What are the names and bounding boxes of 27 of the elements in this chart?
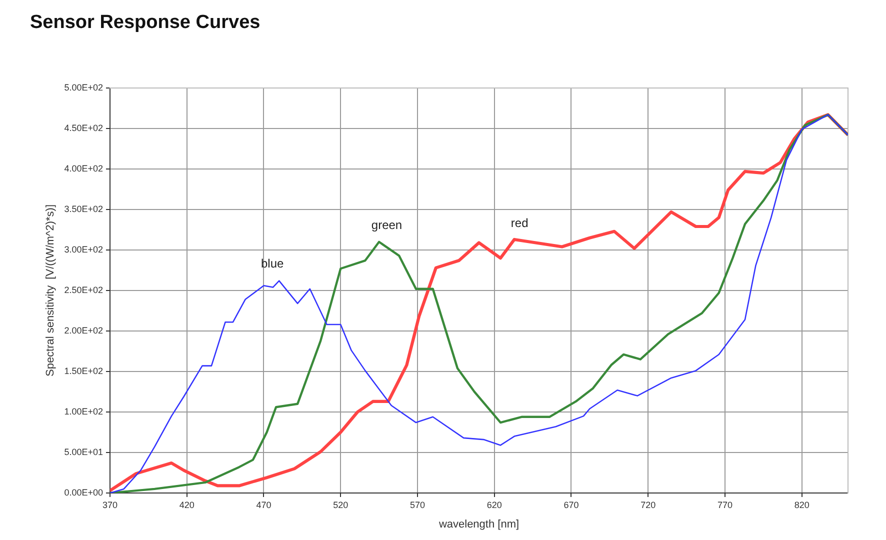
chart-title: Sensor Response Curves xyxy=(30,12,260,34)
x-tick-label: 470 xyxy=(256,500,272,510)
y-tick-label: 2.50E+02 xyxy=(64,284,103,295)
y-tick-label: 2.00E+02 xyxy=(64,325,103,336)
y-tick-label: 4.00E+02 xyxy=(64,163,103,174)
x-tick-label: 570 xyxy=(410,500,426,510)
x-tick-label: 820 xyxy=(794,500,810,510)
series-label: red xyxy=(510,216,528,230)
x-tick-label: 770 xyxy=(717,500,733,510)
y-tick-label: 3.50E+02 xyxy=(64,204,103,214)
y-axis-title: Spectral sensitivity [V/((W/m^2)*s)] xyxy=(44,204,57,377)
x-tick-label: 620 xyxy=(486,500,502,510)
x-tick-label: 670 xyxy=(564,500,579,510)
x-tick-label: 370 xyxy=(102,500,118,510)
y-tick-label: 1.00E+02 xyxy=(64,406,103,416)
series-label: blue xyxy=(261,256,284,271)
x-tick-label: 520 xyxy=(333,500,348,510)
y-tick-label: 1.50E+02 xyxy=(64,366,103,376)
y-tick-label: 5.00E+01 xyxy=(64,446,103,457)
y-tick-label: 0.00E+00 xyxy=(64,487,103,498)
series-label: green xyxy=(371,218,402,232)
x-tick-label: 420 xyxy=(179,500,194,510)
y-tick-label: 5.00E+02 xyxy=(64,82,103,92)
x-tick-label: 720 xyxy=(640,500,656,510)
y-tick-label: 3.00E+02 xyxy=(64,244,103,254)
y-tick-label: 4.50E+02 xyxy=(64,122,103,133)
x-axis-title: wavelength [nm] xyxy=(438,518,520,530)
